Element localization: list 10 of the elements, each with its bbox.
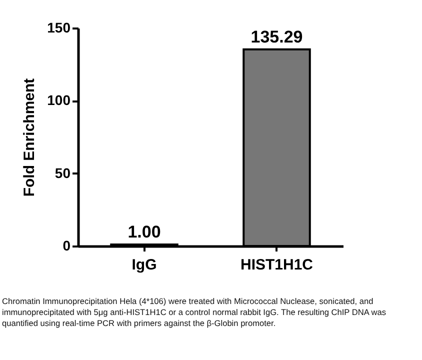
data-label: 1.00 xyxy=(128,222,161,242)
y-axis-title: Fold Enrichment xyxy=(21,78,38,197)
y-tick-label: 150 xyxy=(47,20,71,36)
text: Chromatin Immunoprecipitation Hela (4*106) were treated with Micrococcal Nuclease, sonicated, and immunoprecipitated with 5μg anti-HIST1H1C or a control normal rabbit IgG. The resulting ChIP DNA was quantified using real-time PCR with primers against the β-Globin promoter. xyxy=(2,296,387,329)
y-tick-label: 0 xyxy=(62,238,71,254)
data-label: 135.29 xyxy=(250,27,303,46)
y-tick-label: 100 xyxy=(47,92,71,108)
x-tick-label: HIST1H1C xyxy=(240,256,314,274)
y-tick-label: 50 xyxy=(54,164,71,181)
x-tick-label: IgG xyxy=(132,256,157,274)
